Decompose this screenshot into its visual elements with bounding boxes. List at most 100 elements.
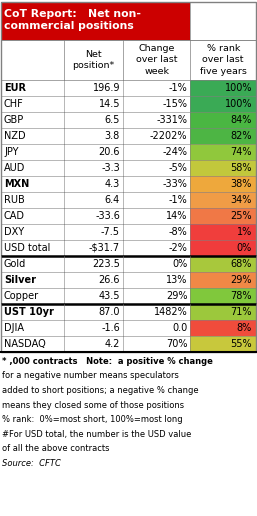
Text: Net
position*: Net position* bbox=[72, 50, 115, 70]
Bar bbox=[190, 160, 256, 176]
Text: -3.3: -3.3 bbox=[101, 163, 120, 173]
Text: 55%: 55% bbox=[230, 339, 252, 349]
Text: 4.2: 4.2 bbox=[105, 339, 120, 349]
Bar bbox=[123, 176, 190, 192]
Bar bbox=[190, 112, 256, 128]
Bar bbox=[65, 80, 123, 96]
Text: EUR: EUR bbox=[4, 83, 26, 93]
Text: 0%: 0% bbox=[172, 259, 188, 269]
Text: DJIA: DJIA bbox=[4, 323, 24, 333]
Text: -15%: -15% bbox=[162, 99, 188, 109]
Bar bbox=[1, 256, 65, 272]
Bar bbox=[190, 2, 256, 40]
Bar bbox=[1, 2, 256, 352]
Text: -2202%: -2202% bbox=[150, 131, 188, 141]
Bar bbox=[65, 96, 123, 112]
Bar bbox=[123, 160, 190, 176]
Text: GBP: GBP bbox=[4, 115, 24, 125]
Bar bbox=[190, 288, 256, 304]
Text: Change
over last
week: Change over last week bbox=[136, 44, 178, 76]
Text: 34%: 34% bbox=[231, 195, 252, 205]
Text: 20.6: 20.6 bbox=[98, 147, 120, 157]
Text: 6.4: 6.4 bbox=[105, 195, 120, 205]
Bar bbox=[65, 240, 123, 256]
Bar bbox=[190, 96, 256, 112]
Bar bbox=[190, 304, 256, 320]
Text: -24%: -24% bbox=[162, 147, 188, 157]
Text: -7.5: -7.5 bbox=[101, 227, 120, 237]
Bar bbox=[1, 2, 190, 40]
Text: -1%: -1% bbox=[169, 83, 188, 93]
Text: 0.0: 0.0 bbox=[172, 323, 188, 333]
Bar bbox=[123, 272, 190, 288]
Text: -33.6: -33.6 bbox=[95, 211, 120, 221]
Bar bbox=[1, 80, 65, 96]
Text: 0%: 0% bbox=[237, 243, 252, 253]
Bar bbox=[190, 144, 256, 160]
Bar bbox=[190, 272, 256, 288]
Bar bbox=[65, 112, 123, 128]
Bar bbox=[123, 144, 190, 160]
Bar bbox=[1, 336, 65, 352]
Bar bbox=[190, 320, 256, 336]
Text: 8%: 8% bbox=[237, 323, 252, 333]
Text: RUB: RUB bbox=[4, 195, 25, 205]
Text: 26.6: 26.6 bbox=[98, 275, 120, 285]
Text: NZD: NZD bbox=[4, 131, 26, 141]
Text: -8%: -8% bbox=[169, 227, 188, 237]
Bar bbox=[65, 304, 123, 320]
Text: -$31.7: -$31.7 bbox=[89, 243, 120, 253]
Bar bbox=[65, 40, 123, 80]
Text: of all the above contracts: of all the above contracts bbox=[2, 444, 109, 453]
Text: Source:  CFTC: Source: CFTC bbox=[2, 459, 61, 467]
Bar bbox=[1, 128, 65, 144]
Bar bbox=[190, 336, 256, 352]
Text: 43.5: 43.5 bbox=[98, 291, 120, 301]
Bar bbox=[65, 176, 123, 192]
Bar bbox=[1, 112, 65, 128]
Text: -33%: -33% bbox=[163, 179, 188, 189]
Text: 14%: 14% bbox=[166, 211, 188, 221]
Bar bbox=[123, 192, 190, 208]
Text: Silver: Silver bbox=[4, 275, 36, 285]
Text: 71%: 71% bbox=[231, 307, 252, 317]
Text: 74%: 74% bbox=[231, 147, 252, 157]
Bar bbox=[123, 256, 190, 272]
Bar bbox=[1, 272, 65, 288]
Text: JPY: JPY bbox=[4, 147, 19, 157]
Text: DXY: DXY bbox=[4, 227, 24, 237]
Text: for a negative number means speculators: for a negative number means speculators bbox=[2, 372, 179, 380]
Text: -1%: -1% bbox=[169, 195, 188, 205]
Bar bbox=[1, 144, 65, 160]
Text: -1.6: -1.6 bbox=[101, 323, 120, 333]
Text: #For USD total, the number is the USD value: #For USD total, the number is the USD va… bbox=[2, 429, 191, 439]
Bar bbox=[1, 176, 65, 192]
Bar bbox=[1, 208, 65, 224]
Bar bbox=[190, 240, 256, 256]
Bar bbox=[190, 40, 256, 80]
Bar bbox=[65, 256, 123, 272]
Bar bbox=[190, 208, 256, 224]
Text: 6.5: 6.5 bbox=[105, 115, 120, 125]
Text: -5%: -5% bbox=[169, 163, 188, 173]
Bar bbox=[123, 128, 190, 144]
Bar bbox=[123, 304, 190, 320]
Text: NASDAQ: NASDAQ bbox=[4, 339, 46, 349]
Bar bbox=[123, 224, 190, 240]
Bar bbox=[65, 192, 123, 208]
Bar bbox=[1, 192, 65, 208]
Text: 25%: 25% bbox=[230, 211, 252, 221]
Text: 223.5: 223.5 bbox=[92, 259, 120, 269]
Text: CHF: CHF bbox=[4, 99, 24, 109]
Text: 87.0: 87.0 bbox=[98, 307, 120, 317]
Text: added to short positions; a negative % change: added to short positions; a negative % c… bbox=[2, 386, 199, 395]
Text: 4.3: 4.3 bbox=[105, 179, 120, 189]
Bar bbox=[190, 176, 256, 192]
Text: means they closed some of those positions: means they closed some of those position… bbox=[2, 400, 184, 410]
Text: 1482%: 1482% bbox=[154, 307, 188, 317]
Bar bbox=[190, 192, 256, 208]
Text: 14.5: 14.5 bbox=[98, 99, 120, 109]
Text: -2%: -2% bbox=[169, 243, 188, 253]
Text: * ,000 contracts   Note:  a positive % change: * ,000 contracts Note: a positive % chan… bbox=[2, 357, 213, 366]
Text: 78%: 78% bbox=[231, 291, 252, 301]
